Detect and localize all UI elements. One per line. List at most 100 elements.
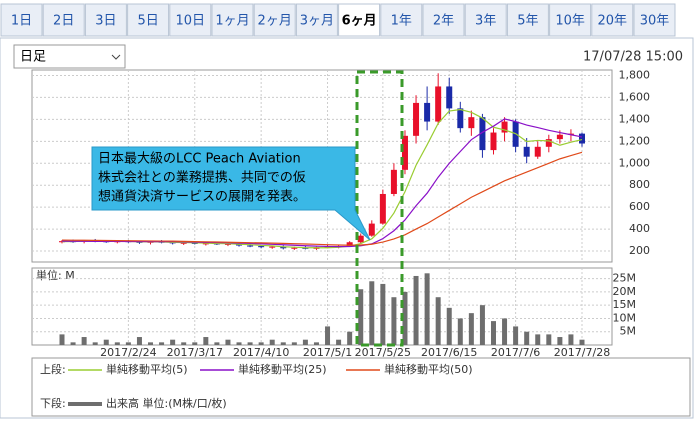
period-tab-label[interactable]: 5日 xyxy=(137,14,158,29)
timestamp: 17/07/28 15:00 xyxy=(583,50,683,65)
y-tick-label: 400 xyxy=(629,222,650,235)
period-tab[interactable] xyxy=(633,3,676,37)
y-tick-label: 1,400 xyxy=(619,112,651,125)
volume-bar xyxy=(225,339,231,345)
volume-bar xyxy=(203,337,209,345)
volume-bar xyxy=(325,326,331,345)
candle-body xyxy=(479,117,486,151)
period-tab[interactable] xyxy=(338,3,381,37)
period-tab[interactable] xyxy=(0,3,43,37)
period-tab-label[interactable]: 20年 xyxy=(598,14,628,29)
y-tick-label: 800 xyxy=(629,178,650,191)
period-tab[interactable] xyxy=(169,3,212,37)
period-tab-label[interactable]: 1日 xyxy=(11,14,32,29)
dropdown-value[interactable]: 日足 xyxy=(20,50,46,65)
volume-bar xyxy=(358,289,364,345)
volume-bar xyxy=(136,337,142,345)
volume-bar xyxy=(468,313,474,345)
volume-bar xyxy=(302,339,308,345)
period-tab[interactable] xyxy=(211,3,254,37)
volume-bar xyxy=(568,334,574,345)
period-tab[interactable] xyxy=(127,3,170,37)
period-tab-label[interactable]: 5年 xyxy=(517,14,538,29)
volume-bar xyxy=(579,339,585,345)
volume-bar xyxy=(59,334,65,345)
period-tab[interactable] xyxy=(549,3,592,37)
candle-body xyxy=(424,102,431,122)
period-tab-label[interactable]: 30年 xyxy=(640,14,670,29)
candle-body xyxy=(468,117,475,129)
candle-body xyxy=(457,108,464,129)
period-tab-label[interactable]: 10年 xyxy=(555,14,585,29)
period-tab-label[interactable]: 3日 xyxy=(95,14,116,29)
legend-box xyxy=(31,357,691,417)
moving-average-line xyxy=(61,118,583,248)
period-tab[interactable] xyxy=(295,3,338,37)
period-tab-label[interactable]: 2日 xyxy=(53,14,74,29)
volume-bar xyxy=(479,305,485,345)
volume-bar xyxy=(546,334,552,345)
volume-bar xyxy=(369,281,375,345)
volume-bar xyxy=(336,339,342,345)
volume-bar xyxy=(92,342,98,345)
candle-body xyxy=(269,246,276,248)
period-tab-label[interactable]: 1ヶ月 xyxy=(215,14,249,29)
period-tab[interactable] xyxy=(380,3,423,37)
annotation-text: 想通貨決済サービスの展開を発表。 xyxy=(98,189,306,205)
period-tab[interactable] xyxy=(84,3,127,37)
candle-body xyxy=(534,146,541,157)
candle-body xyxy=(357,235,364,243)
candle-body xyxy=(401,135,408,170)
period-tab[interactable] xyxy=(422,3,465,37)
legend-label: 単純移動平均(25) xyxy=(238,362,327,376)
y-tick-label: 1,800 xyxy=(619,68,651,81)
candle-body xyxy=(579,133,585,144)
volume-bar xyxy=(313,342,319,345)
x-tick-label: 2017/4/10 xyxy=(233,346,289,359)
legend-lower-label: 下段: xyxy=(40,396,66,410)
legend-label: 出来高 単位:(M株/口/枚) xyxy=(106,396,227,410)
volume-bar xyxy=(524,331,530,345)
period-tab[interactable] xyxy=(506,3,549,37)
annotation-text: 株式会社との業務提携、共同での仮 xyxy=(98,170,306,186)
x-tick-label: 2017/6/15 xyxy=(421,346,477,359)
volume-bar xyxy=(424,273,430,345)
candle-body xyxy=(368,223,375,236)
period-tab-label[interactable]: 3年 xyxy=(475,14,496,29)
period-tab-label[interactable]: 6ヶ月 xyxy=(342,14,377,29)
period-tab[interactable] xyxy=(464,3,507,37)
period-tab-label[interactable]: 2ヶ月 xyxy=(258,14,292,29)
y-tick-label: 600 xyxy=(629,200,650,213)
volume-bar xyxy=(502,318,508,345)
period-tab-label[interactable]: 10日 xyxy=(176,14,206,29)
dropdown-arrow xyxy=(111,54,121,60)
volume-bar xyxy=(380,283,386,345)
annotation-text: 日本最大級のLCC Peach Aviation xyxy=(98,152,301,167)
period-tab-label[interactable]: 1年 xyxy=(391,14,412,29)
candle-body xyxy=(280,246,287,249)
volume-bar xyxy=(81,337,87,345)
period-tab-label[interactable]: 3ヶ月 xyxy=(300,14,334,29)
volume-bar xyxy=(181,342,187,345)
period-tab-label[interactable]: 2年 xyxy=(433,14,454,29)
period-tab[interactable] xyxy=(253,3,296,37)
candle-body xyxy=(446,86,453,109)
volume-bar xyxy=(214,342,220,345)
y-tick-label: 1,000 xyxy=(619,156,651,169)
volume-unit: 単位: M xyxy=(36,268,75,282)
volume-bar xyxy=(280,342,286,345)
volume-tick-label: 15M xyxy=(613,298,637,311)
candle-body xyxy=(490,132,497,151)
candle-body xyxy=(224,243,231,245)
candle-body xyxy=(556,134,563,140)
y-tick-label: 200 xyxy=(629,244,650,257)
volume-tick-label: 10M xyxy=(613,311,637,324)
period-tab[interactable] xyxy=(591,3,634,37)
x-tick-label: 2017/7/28 xyxy=(554,346,610,359)
legend-label: 単純移動平均(5) xyxy=(106,362,188,376)
volume-bar xyxy=(435,297,441,345)
volume-bar xyxy=(347,331,353,345)
interval-dropdown[interactable] xyxy=(13,44,126,69)
candle-body xyxy=(180,242,187,244)
period-tab[interactable] xyxy=(42,3,85,37)
